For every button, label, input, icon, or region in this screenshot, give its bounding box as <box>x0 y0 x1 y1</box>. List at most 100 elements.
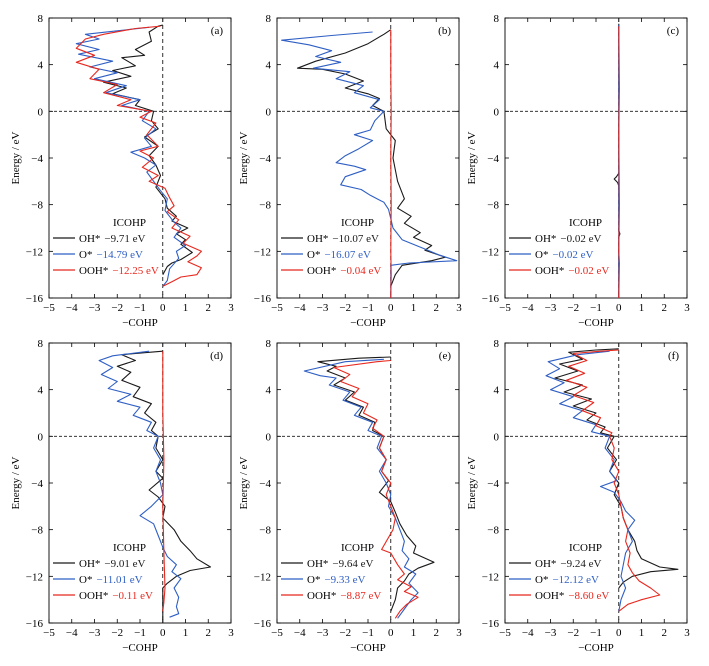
y-tick-label: −16 <box>26 618 44 630</box>
panel-label: (a) <box>211 25 224 37</box>
x-tick-label: 2 <box>206 302 212 314</box>
y-tick-label: −4 <box>31 478 43 490</box>
legend-icohp-value: −9.33 eV <box>324 574 365 586</box>
y-tick-label: −16 <box>254 618 272 630</box>
y-axis-label: Energy / eV <box>238 456 250 509</box>
x-tick-label: −1 <box>134 627 146 639</box>
x-tick-label: −5 <box>499 627 511 639</box>
x-tick-label: −4 <box>294 302 306 314</box>
y-tick-label: −8 <box>487 200 499 212</box>
legend-icohp-value: −16.07 eV <box>324 249 371 261</box>
legend-icohp-value: −8.60 eV <box>568 590 609 602</box>
panel-b: −5 −4 −3 −2 −1 0 1 2 3 8 4 0 −4 −8 −12 −16 −COHP Energy /… <box>238 13 462 329</box>
x-tick-label: 1 <box>411 302 417 314</box>
y-tick-label: −12 <box>26 571 43 583</box>
legend-entry: OH* −10.07 eV <box>307 233 379 245</box>
y-tick-label: −8 <box>31 200 43 212</box>
panel-label: (d) <box>210 350 223 362</box>
legend-title: ICOHP <box>113 217 146 229</box>
legend-series-name: OH* <box>307 233 328 245</box>
x-tick-label: −3 <box>89 302 101 314</box>
x-tick-label: −5 <box>43 627 55 639</box>
x-tick-label: −5 <box>271 302 283 314</box>
panel-label: (e) <box>439 350 452 362</box>
x-tick-label: 2 <box>434 627 440 639</box>
x-tick-label: 0 <box>160 627 166 639</box>
y-axis-label: Energy / eV <box>466 456 478 509</box>
legend-entry: O* −14.79 eV <box>79 249 143 261</box>
series-line-oh <box>116 350 212 623</box>
y-tick-label: −4 <box>259 478 271 490</box>
legend-series-name: OH* <box>79 233 100 245</box>
y-axis-label: Energy / eV <box>10 131 22 184</box>
y-tick-label: 0 <box>266 431 272 443</box>
series-line-ooh <box>618 26 620 299</box>
y-tick-label: −4 <box>259 153 271 165</box>
plot-frame <box>504 17 688 299</box>
legend-series-name: OH* <box>307 558 328 570</box>
legend-series-name: OH* <box>535 233 556 245</box>
legend-entry: OOH* −0.04 eV <box>307 265 381 277</box>
series-line-ooh <box>162 351 166 612</box>
x-tick-label: −4 <box>66 302 78 314</box>
legend-icohp-value: −11.01 eV <box>96 574 142 586</box>
x-tick-label: −1 <box>134 302 146 314</box>
legend-icohp-value: −9.71 eV <box>104 233 145 245</box>
x-tick-label: −1 <box>590 302 602 314</box>
legend-entry: OOH* −8.60 eV <box>535 590 609 602</box>
x-tick-label: −2 <box>111 302 123 314</box>
y-tick-label: 4 <box>38 385 44 397</box>
x-tick-label: −3 <box>545 302 557 314</box>
y-tick-label: 4 <box>494 60 500 72</box>
y-tick-label: 8 <box>266 13 272 25</box>
legend-icohp-value: −0.02 eV <box>560 233 601 245</box>
x-tick-label: 1 <box>639 302 645 314</box>
x-tick-label: 2 <box>434 302 440 314</box>
x-tick-label: −2 <box>567 302 579 314</box>
x-tick-label: −3 <box>317 302 329 314</box>
y-tick-label: 8 <box>494 13 500 25</box>
plot-frame <box>276 342 460 624</box>
x-tick-label: −3 <box>317 627 329 639</box>
x-tick-label: 3 <box>228 627 234 639</box>
legend-entry: OOH* −0.02 eV <box>535 265 609 277</box>
legend-icohp-value: −0.11 eV <box>112 590 153 602</box>
panel-a: −5 −4 −3 −2 −1 0 1 2 3 8 4 0 −4 −8 −12 −16 −COHP Energy /… <box>10 13 234 329</box>
y-tick-label: 4 <box>38 60 44 72</box>
legend-title: ICOHP <box>341 217 374 229</box>
series-line-o <box>545 350 636 612</box>
y-tick-label: 4 <box>266 385 272 397</box>
legend-entry: O* −0.02 eV <box>535 249 594 261</box>
x-tick-label: 1 <box>411 627 417 639</box>
y-tick-label: −8 <box>259 525 271 537</box>
x-tick-label: 2 <box>206 627 212 639</box>
y-tick-label: −16 <box>26 293 44 305</box>
legend-series-name: O* <box>535 574 548 586</box>
panel-e: −5 −4 −3 −2 −1 0 1 2 3 8 4 0 −4 −8 −12 −16 −COHP Energy /… <box>238 338 462 654</box>
y-tick-label: −8 <box>487 525 499 537</box>
legend-entry: OOH* −12.25 eV <box>79 265 159 277</box>
x-axis-label: −COHP <box>350 642 386 654</box>
y-tick-label: −12 <box>482 246 499 258</box>
x-tick-label: −4 <box>522 302 534 314</box>
legend-series-name: OOH* <box>535 265 564 277</box>
y-axis-label: Energy / eV <box>466 131 478 184</box>
x-tick-label: 2 <box>662 302 668 314</box>
series-line-oh <box>103 24 193 275</box>
y-axis-label: Energy / eV <box>10 456 22 509</box>
y-tick-label: −8 <box>31 525 43 537</box>
legend-entry: O* −12.12 eV <box>535 574 599 586</box>
legend-series-name: OOH* <box>307 590 336 602</box>
legend-entry: O* −11.01 eV <box>79 574 143 586</box>
panel-c: −5 −4 −3 −2 −1 0 1 2 3 8 4 0 −4 −8 −12 −16 −COHP Energy /… <box>466 13 690 329</box>
legend-entry: OOH* −8.87 eV <box>307 590 381 602</box>
x-axis-label: −COHP <box>350 317 386 329</box>
series-line-o <box>98 350 182 618</box>
legend-entry: OH* −9.01 eV <box>79 558 145 570</box>
x-tick-label: −5 <box>499 302 511 314</box>
legend-entry: OH* −9.64 eV <box>307 558 373 570</box>
y-tick-label: 0 <box>38 106 44 118</box>
legend-entry: OOH* −0.11 eV <box>79 590 153 602</box>
x-tick-label: −2 <box>111 627 123 639</box>
